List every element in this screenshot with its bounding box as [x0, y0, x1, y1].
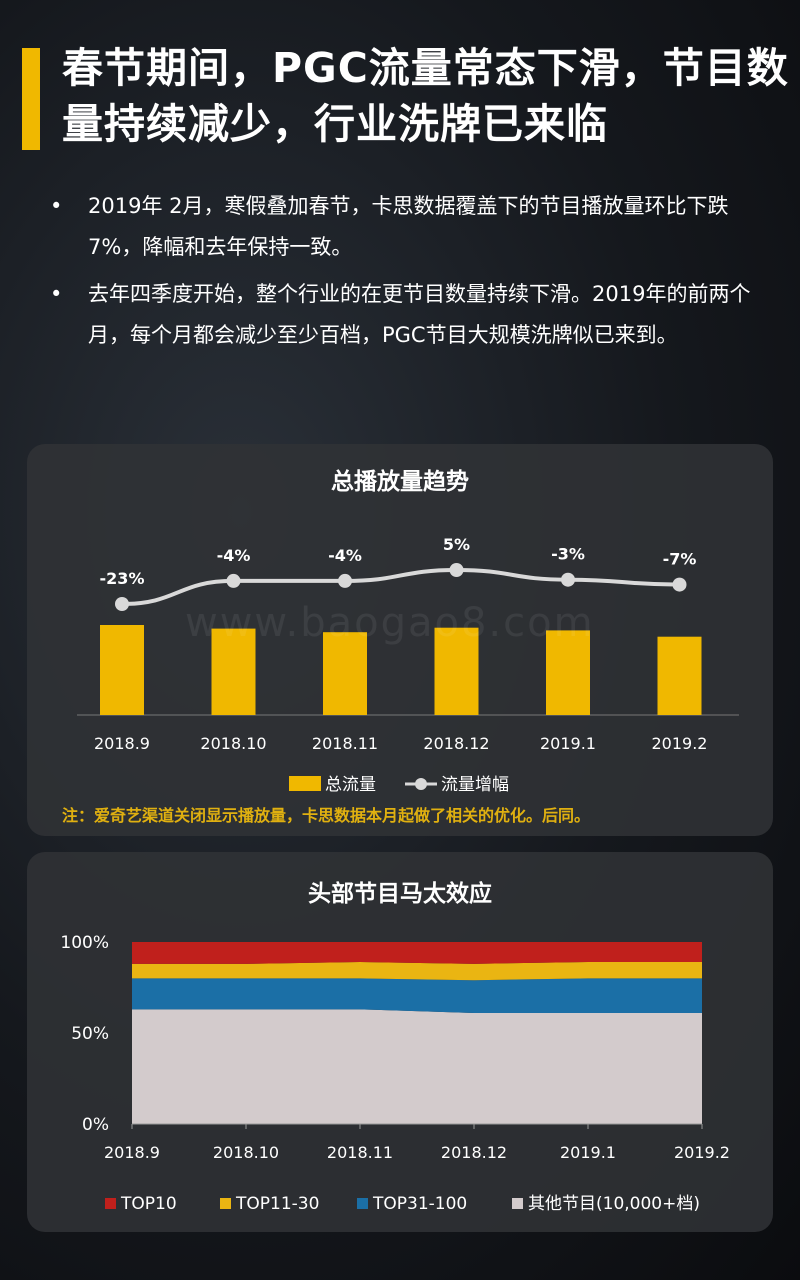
legend-swatch-total-traffic — [289, 776, 321, 791]
area-top11-30 — [132, 962, 702, 981]
legend-top11-30-label: TOP11-30 — [235, 1194, 319, 1214]
bullet-text: 2019年 2月，寒假叠加春节，卡思数据覆盖下的节目播放量环比下跌 7%，降幅和… — [88, 194, 729, 259]
bullet-item: • 2019年 2月，寒假叠加春节，卡思数据覆盖下的节目播放量环比下跌 7%，降… — [50, 186, 760, 268]
traffic-trend-chart: 2018.9 2018.10 2018.11 2018.12 2019.1 2019.2 -… — [77, 535, 739, 795]
data-label-growth: -4% — [217, 546, 251, 565]
legend-top31-100-swatch — [357, 1198, 368, 1209]
x-tick-label: 2018.10 — [213, 1143, 279, 1162]
chart-title: 总播放量趋势 — [331, 469, 469, 495]
bar-total-traffic — [323, 632, 367, 715]
point-traffic-growth — [672, 577, 687, 592]
page-title: 春节期间，PGC流量常态下滑，节目数量持续减少，行业洗牌已来临 — [62, 44, 789, 148]
area-top10 — [132, 942, 702, 964]
watermark-text: www.baogao8.com — [185, 600, 595, 646]
point-traffic-growth — [338, 573, 352, 588]
x-tick-label: 2018.12 — [441, 1143, 507, 1162]
legend-label-total-traffic: 总流量 — [325, 775, 376, 795]
point-traffic-growth — [226, 573, 241, 588]
data-label-growth: -3% — [551, 545, 585, 564]
y-tick-label: 100% — [60, 933, 109, 953]
chart-panel-matthew-effect: 头部节目马太效应 100% 50% 0% 2018.9 2018.10 2018.11 20… — [27, 852, 773, 1232]
legend-top10-swatch — [105, 1198, 116, 1209]
bar-total-traffic — [434, 627, 479, 715]
legend-top11-30-swatch — [220, 1198, 231, 1209]
legend-top31-100-label: TOP31-100 — [372, 1194, 467, 1214]
y-tick-label: 0% — [82, 1115, 109, 1135]
bullet-dot-icon: • — [50, 282, 63, 306]
x-tick-label: 2019.1 — [560, 1143, 616, 1162]
bullet-list: • 2019年 2月，寒假叠加春节，卡思数据覆盖下的节目播放量环比下跌 7%，降… — [50, 186, 760, 362]
x-tick-label: 2018.11 — [312, 734, 378, 753]
y-tick-label: 50% — [71, 1024, 109, 1044]
bar-total-traffic — [546, 630, 590, 715]
chart-panel-traffic-trend: 总播放量趋势 2018.9 2018.10 2018.11 2018.12 2019.1… — [27, 444, 773, 836]
legend-other-programs-swatch — [512, 1198, 523, 1209]
bar-total-traffic — [100, 625, 144, 715]
point-traffic-growth — [449, 563, 464, 577]
point-traffic-growth — [115, 597, 129, 611]
x-tick-label: 2019.2 — [652, 734, 708, 753]
x-tick-label: 2018.10 — [200, 734, 266, 753]
chart-title: 头部节目马太效应 — [308, 881, 492, 907]
data-label-growth: -7% — [663, 550, 697, 569]
legend-other-programs-label: 其他节目(10,000+档) — [528, 1194, 700, 1214]
line-traffic-growth — [121, 567, 680, 606]
x-tick-label: 2018.9 — [94, 734, 150, 753]
legend-marker-growth — [415, 778, 427, 790]
legend-top10-label: TOP10 — [120, 1194, 177, 1214]
x-tick-label: 2019.1 — [540, 734, 596, 753]
bar-total-traffic — [657, 636, 702, 715]
x-tick-label: 2019.2 — [674, 1143, 730, 1162]
bar-total-traffic — [211, 628, 256, 715]
bullet-text: 去年四季度开始，整个行业的在更节目数量持续下滑。2019年的前两个月，每个月都会… — [88, 282, 751, 347]
data-label-growth: 5% — [443, 535, 470, 554]
area-other-programs — [132, 1009, 702, 1124]
matthew-effect-chart: 100% 50% 0% 2018.9 2018.10 2018.11 2018.12 2019… — [60, 933, 730, 1214]
x-tick-label: 2018.9 — [104, 1143, 160, 1162]
area-top31-100 — [132, 978, 702, 1013]
point-traffic-growth — [561, 572, 575, 587]
chart-note: 注：爱奇艺渠道关闭显示播放量，卡思数据本月起做了相关的优化。后同。 — [62, 806, 591, 825]
bullet-item: • 去年四季度开始，整个行业的在更节目数量持续下滑。2019年的前两个月，每个月… — [50, 274, 760, 356]
legend-label-growth: 流量增幅 — [441, 775, 509, 795]
data-label-growth: -23% — [100, 569, 145, 588]
title-accent-bar — [22, 48, 40, 150]
bullet-dot-icon: • — [50, 194, 63, 218]
data-label-growth: -4% — [328, 546, 362, 565]
x-tick-label: 2018.12 — [423, 734, 489, 753]
x-tick-label: 2018.11 — [327, 1143, 393, 1162]
